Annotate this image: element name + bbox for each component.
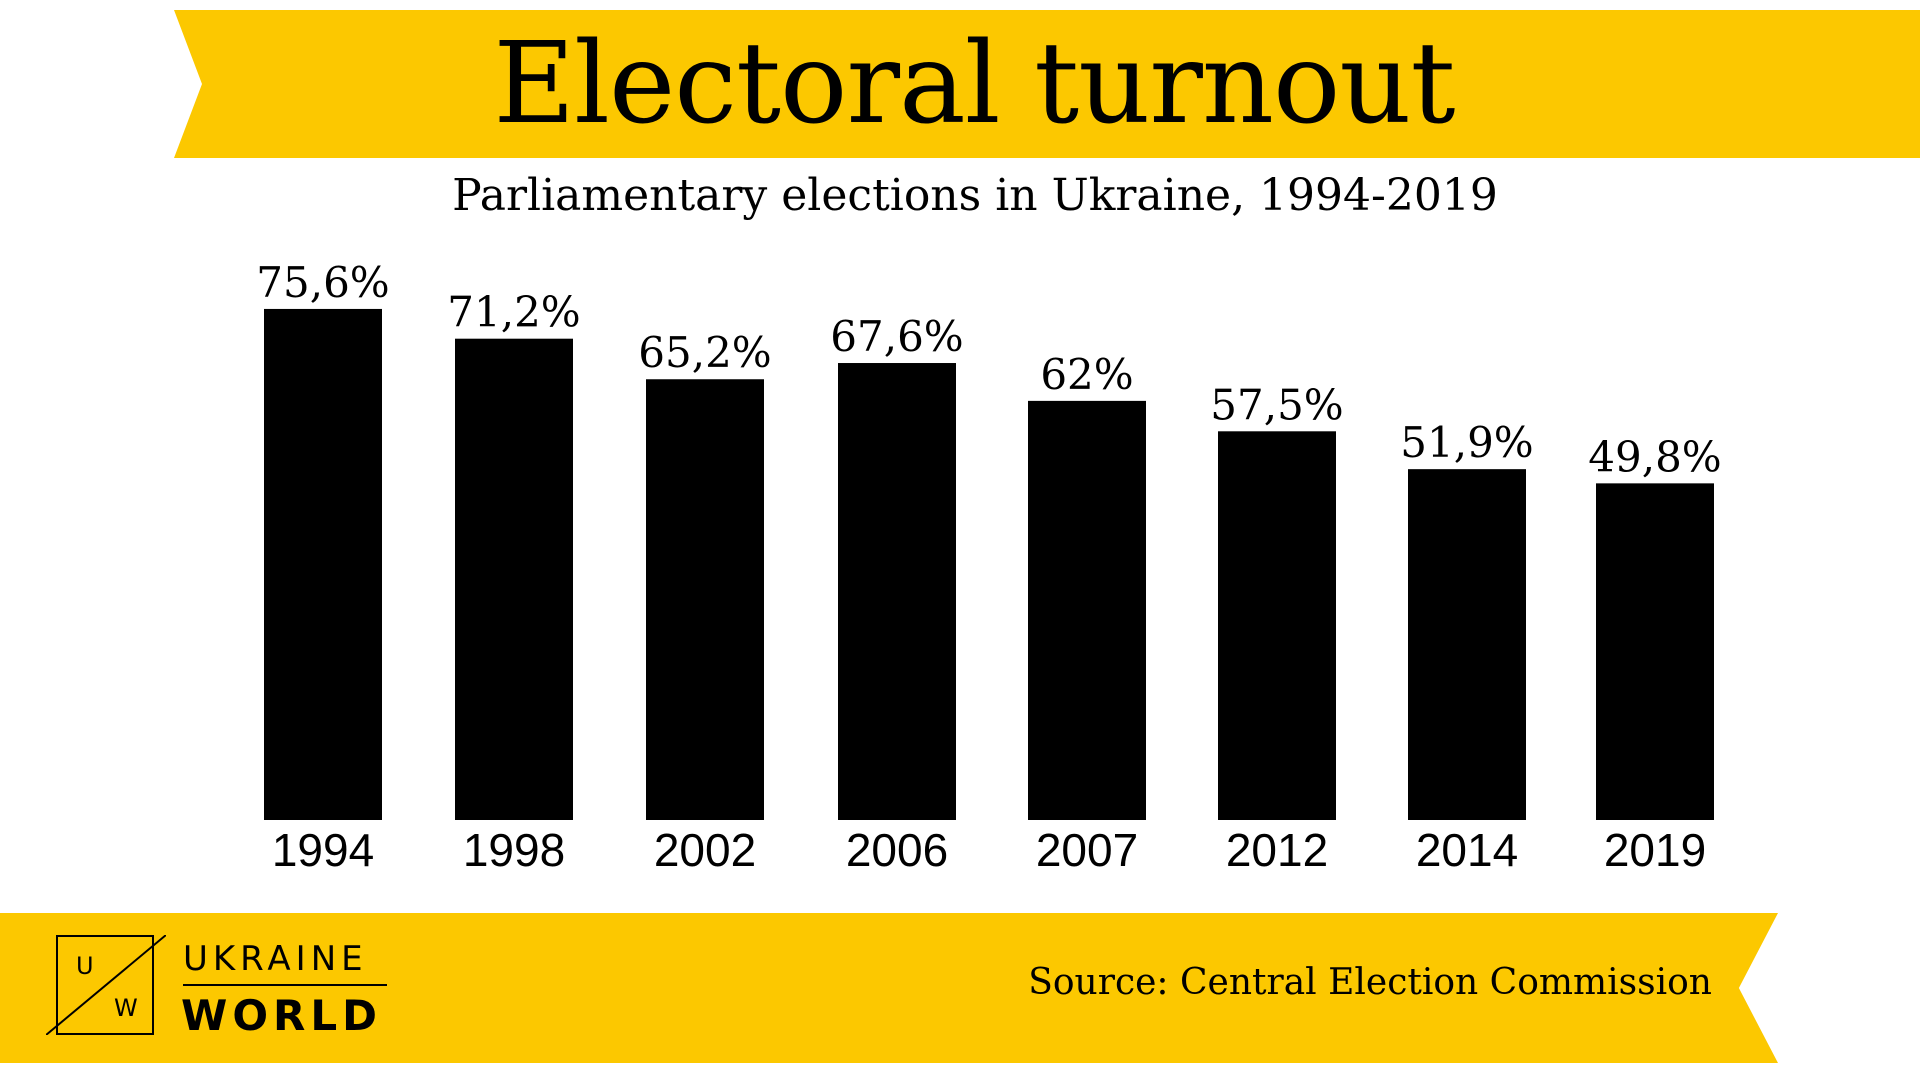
data-label-2012: 57,5%: [1210, 380, 1343, 429]
logo-diagonal-line: [46, 935, 166, 1035]
logo-word-ukraine: UKRAINE: [183, 939, 368, 979]
x-tick-label-2002: 2002: [654, 824, 756, 876]
data-label-1998: 71,2%: [447, 288, 580, 337]
logo-word-world: WORLD: [181, 991, 382, 1040]
data-label-1994: 75,6%: [256, 258, 389, 307]
bar-2014: [1408, 469, 1526, 820]
x-tick-label-2007: 2007: [1036, 824, 1138, 876]
x-tick-label-2019: 2019: [1604, 824, 1706, 876]
data-label-2007: 62%: [1040, 350, 1133, 399]
logo-letter-u: U: [76, 952, 94, 980]
x-tick-label-1998: 1998: [463, 824, 565, 876]
bar-2019: [1596, 483, 1714, 820]
data-label-2019: 49,8%: [1588, 432, 1721, 481]
chart-subtitle: Parliamentary elections in Ukraine, 1994…: [452, 170, 1498, 221]
chart-title: Electoral turnout: [493, 19, 1455, 149]
bar-2012: [1218, 431, 1336, 820]
x-tick-label-2012: 2012: [1226, 824, 1328, 876]
source-note: Source: Central Election Commission: [1028, 962, 1712, 1003]
bar-2006: [838, 363, 956, 820]
x-tick-label-2014: 2014: [1416, 824, 1518, 876]
bar-2002: [646, 379, 764, 820]
logo-divider: [183, 984, 387, 986]
bar-1998: [455, 338, 573, 820]
bar-2007: [1028, 400, 1146, 820]
x-tick-label-1994: 1994: [272, 824, 374, 876]
data-label-2014: 51,9%: [1400, 418, 1533, 467]
logo-mark: [56, 935, 154, 1035]
data-label-2006: 67,6%: [830, 312, 963, 361]
logo-letter-w: W: [114, 994, 138, 1022]
x-tick-label-2006: 2006: [846, 824, 948, 876]
footer-banner: [0, 913, 1778, 1063]
data-label-2002: 65,2%: [638, 328, 771, 377]
bar-1994: [264, 308, 382, 820]
title-banner: [174, 10, 1920, 158]
bar-chart: 75,6% 1994 71,2% 1998 65,2% 2002 67,6% 2006 62% 2…: [256, 258, 1721, 876]
